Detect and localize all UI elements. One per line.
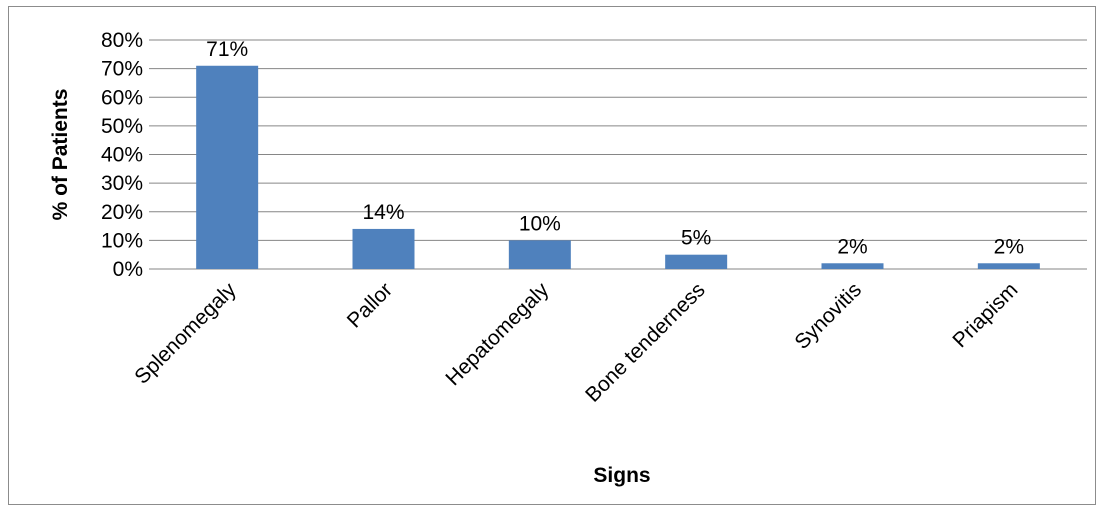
bar-synovitis	[821, 263, 884, 269]
data-label: 10%	[519, 212, 561, 235]
x-tick-label: Pallor	[343, 278, 397, 332]
y-tick-label: 40%	[101, 144, 143, 167]
y-tick-label: 20%	[101, 201, 143, 224]
bar-bone-tenderness	[665, 254, 728, 269]
category-labels: Splenomegaly Pallor Hepatomegaly Bone tende…	[130, 278, 1022, 407]
data-label: 5%	[681, 227, 711, 250]
y-axis-title: % of Patients	[49, 89, 72, 221]
y-tick-label: 30%	[101, 172, 143, 195]
data-label: 2%	[994, 235, 1024, 258]
bar-hepatomegaly	[508, 240, 571, 269]
y-tick-label: 50%	[101, 115, 143, 138]
x-tick-label: Hepatomegaly	[441, 278, 553, 390]
y-tick-label: 0%	[113, 258, 143, 281]
x-axis-title: Signs	[593, 464, 650, 487]
data-label: 71%	[206, 38, 248, 61]
x-tick-label: Priapism	[948, 278, 1022, 352]
bar-priapism	[977, 263, 1040, 269]
y-tick-label: 80%	[101, 29, 143, 52]
x-tick-label: Splenomegaly	[130, 278, 241, 389]
gridlines	[149, 39, 1087, 270]
y-tick-label: 60%	[101, 86, 143, 109]
y-axis-ticks: 0% 10% 20% 30% 40% 50% 60% 70% 80%	[101, 29, 143, 281]
chart-frame: 0% 10% 20% 30% 40% 50% 60% 70% 80% 71% 14% 10% 5% 2%…	[8, 6, 1096, 505]
data-labels: 71% 14% 10% 5% 2% 2%	[206, 38, 1024, 259]
bar-splenomegaly	[196, 65, 259, 269]
data-label: 2%	[837, 235, 867, 258]
bar-chart: 0% 10% 20% 30% 40% 50% 60% 70% 80% 71% 14% 10% 5% 2%…	[49, 29, 1087, 487]
bars	[196, 65, 1040, 269]
x-tick-label: Bone tenderness	[581, 278, 710, 407]
y-tick-label: 10%	[101, 229, 143, 252]
y-tick-label: 70%	[101, 58, 143, 81]
data-label: 14%	[362, 201, 404, 224]
x-tick-label: Synovitis	[790, 278, 866, 354]
bar-pallor	[352, 228, 415, 269]
